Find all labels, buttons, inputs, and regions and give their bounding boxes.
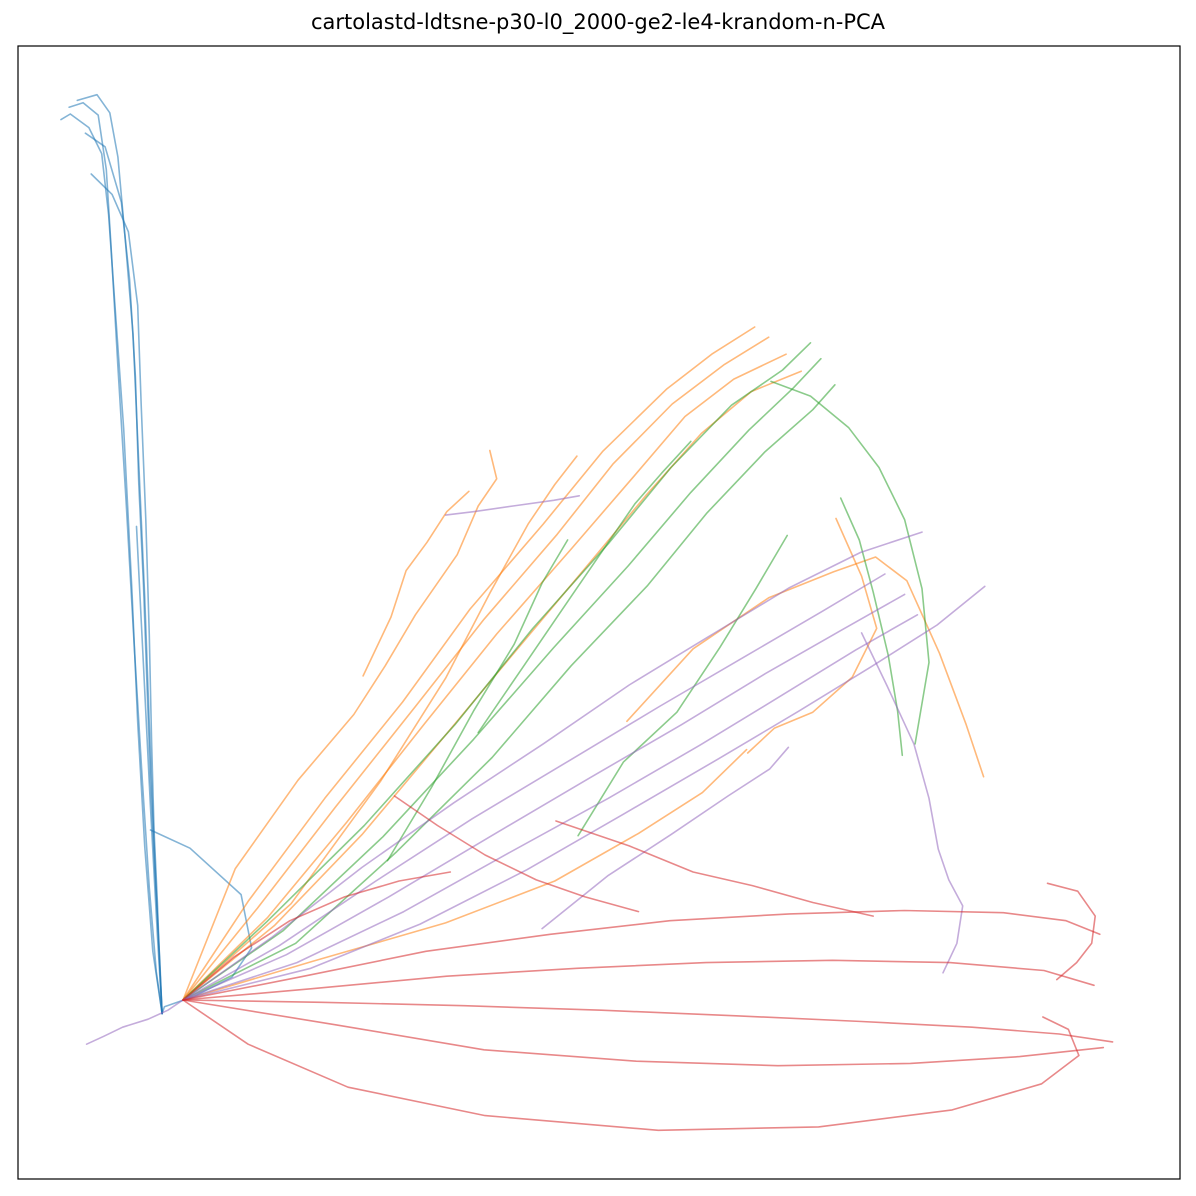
series-line-9 bbox=[182, 353, 787, 1001]
series-line-17 bbox=[182, 341, 812, 1001]
series-line-27 bbox=[182, 593, 906, 1001]
series-line-15 bbox=[362, 490, 470, 677]
series-line-7 bbox=[182, 326, 756, 1001]
series-line-31 bbox=[182, 585, 986, 1001]
series-line-11 bbox=[182, 449, 498, 1001]
axes-frame bbox=[17, 45, 1181, 1180]
series-line-8 bbox=[182, 336, 770, 1001]
series-line-22 bbox=[839, 497, 904, 757]
series-line-23 bbox=[577, 534, 789, 837]
series-line-0 bbox=[60, 113, 163, 1015]
series-line-34 bbox=[182, 909, 1101, 1001]
series-line-13 bbox=[626, 556, 985, 778]
series-line-14 bbox=[182, 748, 748, 1001]
series-line-30 bbox=[860, 632, 964, 974]
chart-title: cartolastd-ldtsne-p30-l0_2000-ge2-le4-kr… bbox=[310, 10, 886, 34]
series-line-39 bbox=[1046, 882, 1096, 981]
series-line-24 bbox=[386, 539, 569, 862]
series-line-38 bbox=[182, 999, 1105, 1067]
series-line-19 bbox=[182, 383, 836, 1001]
series-line-35 bbox=[182, 959, 1095, 1001]
series-line-28 bbox=[182, 613, 919, 1001]
series-line-40 bbox=[393, 795, 640, 913]
series-line-37 bbox=[182, 999, 1080, 1132]
series-line-33 bbox=[541, 746, 790, 930]
series-line-18 bbox=[182, 357, 822, 1001]
series-layer bbox=[60, 93, 1114, 1132]
series-line-29 bbox=[85, 999, 184, 1045]
series-line-41 bbox=[555, 820, 875, 917]
series-line-25 bbox=[182, 531, 923, 1001]
series-line-20 bbox=[770, 380, 930, 745]
series-line-42 bbox=[182, 871, 452, 1001]
series-line-1 bbox=[68, 101, 163, 1015]
series-line-4 bbox=[90, 173, 163, 1015]
series-line-26 bbox=[182, 573, 886, 1001]
series-line-36 bbox=[182, 999, 1114, 1043]
series-line-21 bbox=[477, 440, 692, 734]
series-line-6 bbox=[135, 525, 163, 1015]
series-line-32 bbox=[444, 494, 581, 516]
series-line-5 bbox=[149, 829, 253, 1015]
series-line-3 bbox=[84, 132, 163, 1015]
series-line-16 bbox=[746, 517, 878, 754]
